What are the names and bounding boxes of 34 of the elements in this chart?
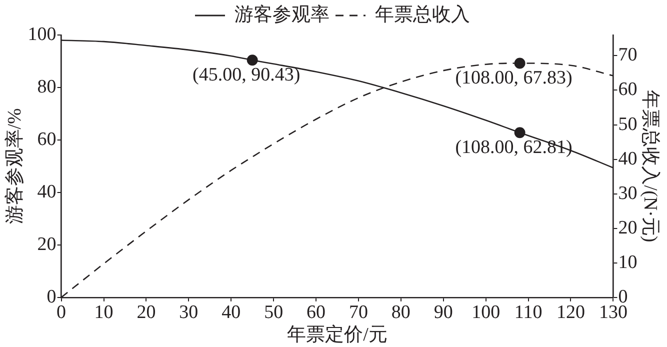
y2-axis-title: 年票总收入/(N·元)	[640, 90, 661, 242]
y-tick-label: 0	[46, 286, 56, 308]
x-tick-label: 110	[514, 302, 542, 323]
y2-tick-label: 70	[618, 44, 638, 66]
y-tick-label: 40	[37, 181, 56, 202]
x-tick-label: 80	[391, 302, 410, 323]
y-tick-label: 60	[37, 128, 56, 150]
x-tick-label: 20	[136, 302, 156, 323]
x-tick-label: 60	[306, 302, 326, 323]
x-tick-label: 130	[598, 302, 628, 323]
data-label: (108.00, 67.83)	[455, 68, 572, 89]
x-axis-title: 年票定价/元	[287, 324, 388, 346]
legend-label: 游客参观率	[234, 3, 330, 26]
x-tick-label: 70	[348, 302, 368, 323]
y-axis-title: 游客参观率/%	[3, 108, 26, 224]
y-tick-label: 20	[37, 234, 56, 255]
y2-tick-label: 50	[618, 114, 638, 135]
y2-tick-label: 20	[618, 217, 638, 238]
y2-tick-label: 30	[618, 182, 638, 204]
y2-tick-label: 40	[618, 148, 638, 170]
y2-tick-label: 60	[618, 79, 638, 100]
data-label: (108.00, 62.81)	[455, 137, 572, 158]
data-label: (45.00, 90.43)	[192, 64, 300, 86]
y-tick-label: 80	[37, 76, 56, 98]
x-tick-label: 10	[94, 302, 114, 323]
y-tick-label: 100	[28, 24, 56, 45]
y2-tick-label: 10	[618, 252, 638, 273]
x-tick-label: 30	[179, 302, 198, 323]
x-tick-label: 100	[472, 302, 500, 323]
x-tick-label: 120	[556, 302, 585, 323]
x-tick-label: 50	[264, 302, 284, 323]
x-tick-label: 90	[434, 302, 453, 323]
legend-label: 年票总收入	[375, 4, 470, 26]
x-tick-label: 40	[222, 302, 241, 323]
